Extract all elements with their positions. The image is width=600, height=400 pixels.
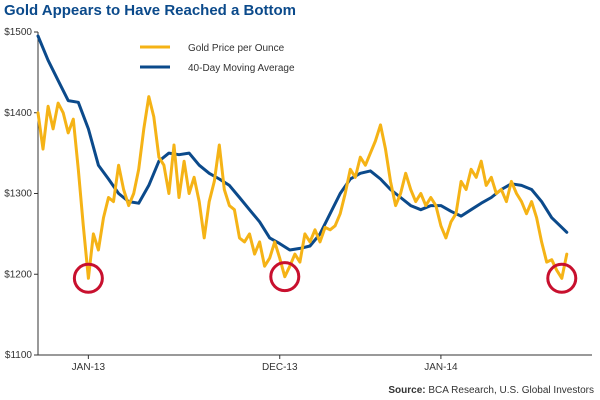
series-layer xyxy=(36,34,569,280)
y-tick-label: $1300 xyxy=(4,189,32,200)
bottom-marker-circle xyxy=(72,262,104,294)
legend-label-ma: 40-Day Moving Average xyxy=(188,63,295,74)
source-note: Source: BCA Research, U.S. Global Invest… xyxy=(388,385,594,396)
source-text: BCA Research, U.S. Global Investors xyxy=(428,385,594,396)
x-tick-label: JAN-14 xyxy=(424,362,458,373)
gold-price-line xyxy=(36,95,569,280)
moving-average-line xyxy=(36,34,569,252)
annotation-layer xyxy=(72,261,578,294)
legend-label-gold: Gold Price per Ounce xyxy=(188,43,285,54)
chart-title: Gold Appears to Have Reached a Bottom xyxy=(4,2,297,19)
bottom-marker-circle xyxy=(269,261,301,293)
y-tick-label: $1200 xyxy=(4,269,32,280)
y-tick-label: $1400 xyxy=(4,108,32,119)
y-tick-label: $1500 xyxy=(4,27,32,38)
legend: Gold Price per Ounce 40-Day Moving Averag… xyxy=(140,43,295,74)
source-label: Source: xyxy=(388,385,426,396)
y-tick-label: $1100 xyxy=(5,350,33,361)
bottom-marker-circle xyxy=(546,262,578,294)
x-tick-label: DEC-13 xyxy=(262,362,298,373)
axes: $1500 $1400 $1300 $1200 $1100 JAN-13 DEC-13 JAN… xyxy=(4,27,592,373)
x-tick-label: JAN-13 xyxy=(72,362,106,373)
